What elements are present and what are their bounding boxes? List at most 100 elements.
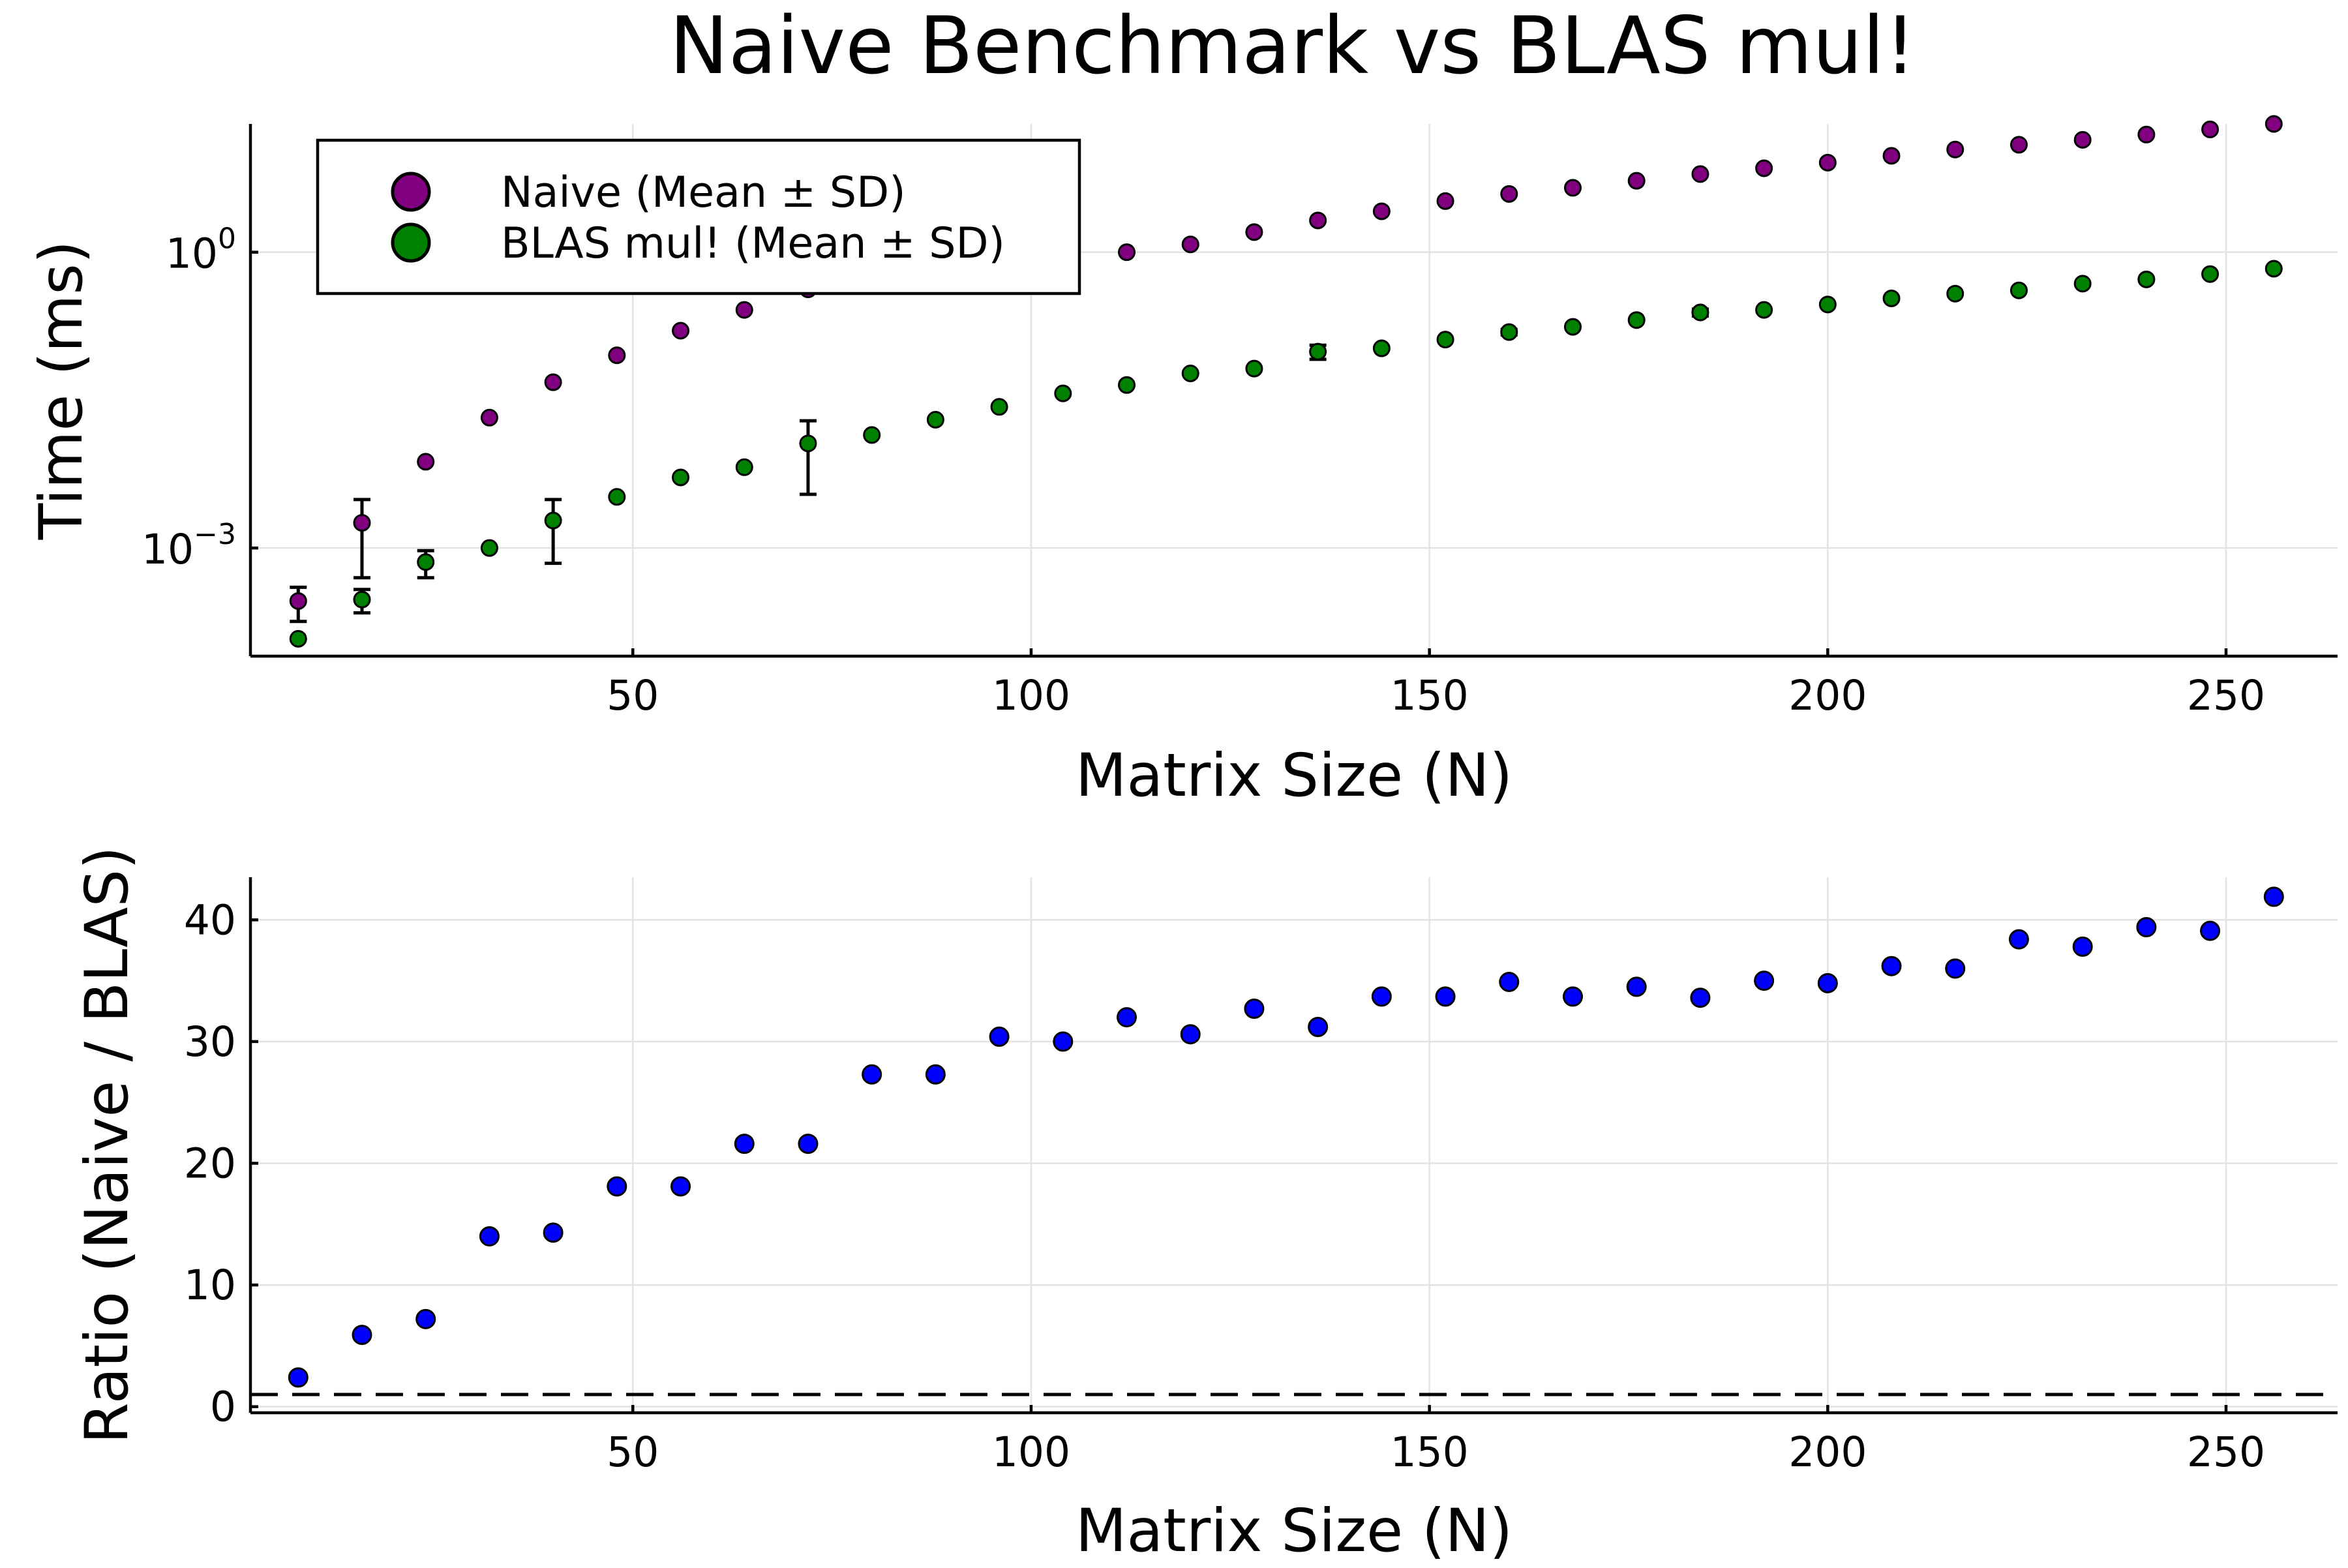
ratio-x-axis-label: Matrix Size (N) bbox=[1076, 1497, 1513, 1565]
chart-title: Naive Benchmark vs BLAS mul! bbox=[669, 0, 1916, 92]
time-series-2-point bbox=[1436, 331, 1454, 349]
time-series-2-point bbox=[1818, 295, 1837, 314]
y-tick-label: 20 bbox=[184, 1139, 236, 1187]
time-series-2-point bbox=[735, 458, 753, 476]
time-series-2-point bbox=[1054, 384, 1072, 402]
x-tick-label: 50 bbox=[607, 672, 659, 719]
ratio-series-1-point bbox=[2136, 917, 2157, 938]
time-series-2-point bbox=[1946, 284, 1964, 303]
x-tick-label: 200 bbox=[1788, 1428, 1867, 1476]
time-series-2-point bbox=[2265, 260, 2283, 278]
ratio-series-1-point bbox=[2263, 886, 2284, 907]
time-series-2-point bbox=[1882, 290, 1901, 308]
y-tick-label: 40 bbox=[184, 896, 236, 944]
legend-marker bbox=[391, 172, 431, 212]
time-series-1-point bbox=[1181, 235, 1199, 254]
ratio-series-1-point bbox=[734, 1134, 755, 1154]
x-tick-label: 200 bbox=[1788, 672, 1867, 719]
ratio-series-1-point bbox=[989, 1026, 1010, 1047]
ratio-series-1-point bbox=[607, 1176, 627, 1197]
time-series-1-point bbox=[289, 592, 307, 610]
time-series-2-point bbox=[1118, 376, 1136, 394]
time-series-2-point bbox=[289, 629, 307, 648]
time-series-1-point bbox=[1818, 153, 1837, 172]
time-series-1-point bbox=[480, 408, 498, 427]
time-series-1-point bbox=[2137, 125, 2156, 143]
time-series-2-point bbox=[799, 434, 817, 453]
y-tick-label: 30 bbox=[184, 1018, 236, 1066]
time-series-2-point bbox=[672, 468, 690, 487]
ratio-series-1-point bbox=[1499, 971, 1520, 992]
ratio-series-1-point bbox=[352, 1325, 372, 1346]
x-tick-label: 150 bbox=[1391, 1428, 1469, 1476]
y-tick-label: 100 bbox=[166, 222, 236, 278]
time-series-2-point bbox=[1372, 339, 1391, 357]
ratio-series-1-point bbox=[479, 1226, 500, 1246]
ratio-series-1-point bbox=[1754, 971, 1775, 991]
time-series-2-point bbox=[353, 590, 371, 609]
y-tick-label: 10−3 bbox=[142, 518, 236, 573]
ratio-series-1-point bbox=[1308, 1017, 1329, 1038]
ratio-series-1-point bbox=[1817, 972, 1838, 993]
ratio-series-1-point bbox=[1881, 956, 1902, 976]
time-series-2-point bbox=[2073, 275, 2092, 293]
time-series-1-point bbox=[608, 346, 626, 365]
ratio-series-1-point bbox=[798, 1134, 819, 1154]
legend-marker bbox=[391, 222, 431, 263]
time-series-1-point bbox=[1691, 165, 1709, 183]
time-series-2-point bbox=[1181, 364, 1199, 382]
time-series-1-point bbox=[353, 514, 371, 532]
ratio-series-1-point bbox=[1945, 958, 1966, 979]
legend-label: Naive (Mean ± SD) bbox=[501, 168, 906, 217]
time-series-2-point bbox=[1627, 311, 1646, 329]
time-y-axis-label: Time (ms) bbox=[27, 241, 96, 541]
x-tick-label: 250 bbox=[2187, 1428, 2265, 1476]
ratio-y-axis-label: Ratio (Naive / BLAS) bbox=[73, 846, 142, 1443]
time-series-2-point bbox=[544, 511, 562, 530]
ratio-series-1-point bbox=[2008, 929, 2029, 950]
time-series-2-point bbox=[863, 426, 881, 444]
x-tick-label: 100 bbox=[992, 672, 1070, 719]
x-tick-label: 150 bbox=[1391, 672, 1469, 719]
time-series-2-point bbox=[2201, 265, 2220, 283]
y-tick-label: 0 bbox=[210, 1383, 236, 1431]
ratio-series-1-point bbox=[1562, 986, 1583, 1007]
time-series-1-point bbox=[2265, 115, 2283, 133]
time-series-1-point bbox=[1245, 223, 1263, 241]
ratio-series-1-point bbox=[2200, 920, 2221, 941]
ratio-series-1-point bbox=[1053, 1031, 1074, 1052]
ratio-series-1-point bbox=[670, 1176, 691, 1197]
ratio-series-1-point bbox=[1244, 999, 1265, 1019]
time-series-1-point bbox=[1627, 172, 1646, 190]
ratio-series-1-point bbox=[1435, 986, 1456, 1007]
time-series-1-point bbox=[1946, 140, 1964, 158]
ratio-series-1-point bbox=[1690, 988, 1711, 1008]
ratio-series-1-point bbox=[1626, 976, 1647, 997]
time-series-2-point bbox=[608, 488, 626, 506]
time-series-2-point bbox=[1755, 301, 1773, 319]
ratio-series-1-point bbox=[288, 1367, 309, 1388]
time-series-2-point bbox=[1500, 323, 1518, 341]
ratio-series-1-point bbox=[925, 1064, 946, 1085]
ratio-series-1-point bbox=[2072, 936, 2093, 957]
time-series-2-point bbox=[2009, 281, 2028, 299]
ratio-series-1-point bbox=[862, 1064, 882, 1085]
legend-label: BLAS mul! (Mean ± SD) bbox=[501, 219, 1005, 268]
ratio-series-1-point bbox=[1117, 1007, 1137, 1028]
y-tick-label: 10 bbox=[184, 1261, 236, 1309]
time-series-1-point bbox=[1118, 243, 1136, 262]
ratio-plot-panel: 50 100 150 200 250 0 10 20 30 40 Matrix Size (N) Ra… bbox=[73, 846, 2338, 1565]
time-series-1-point bbox=[2201, 120, 2220, 138]
time-series-1-point bbox=[1755, 159, 1773, 177]
time-series-1-point bbox=[735, 301, 753, 319]
time-series-1-point bbox=[1436, 192, 1454, 210]
time-x-axis-label: Matrix Size (N) bbox=[1076, 742, 1513, 810]
ratio-series-1-point bbox=[543, 1222, 564, 1243]
time-series-2-point bbox=[480, 539, 498, 557]
legend: Naive (Mean ± SD)BLAS mul! (Mean ± SD) bbox=[316, 138, 1081, 295]
time-series-1-point bbox=[672, 322, 690, 340]
time-series-2-point bbox=[2137, 270, 2156, 288]
